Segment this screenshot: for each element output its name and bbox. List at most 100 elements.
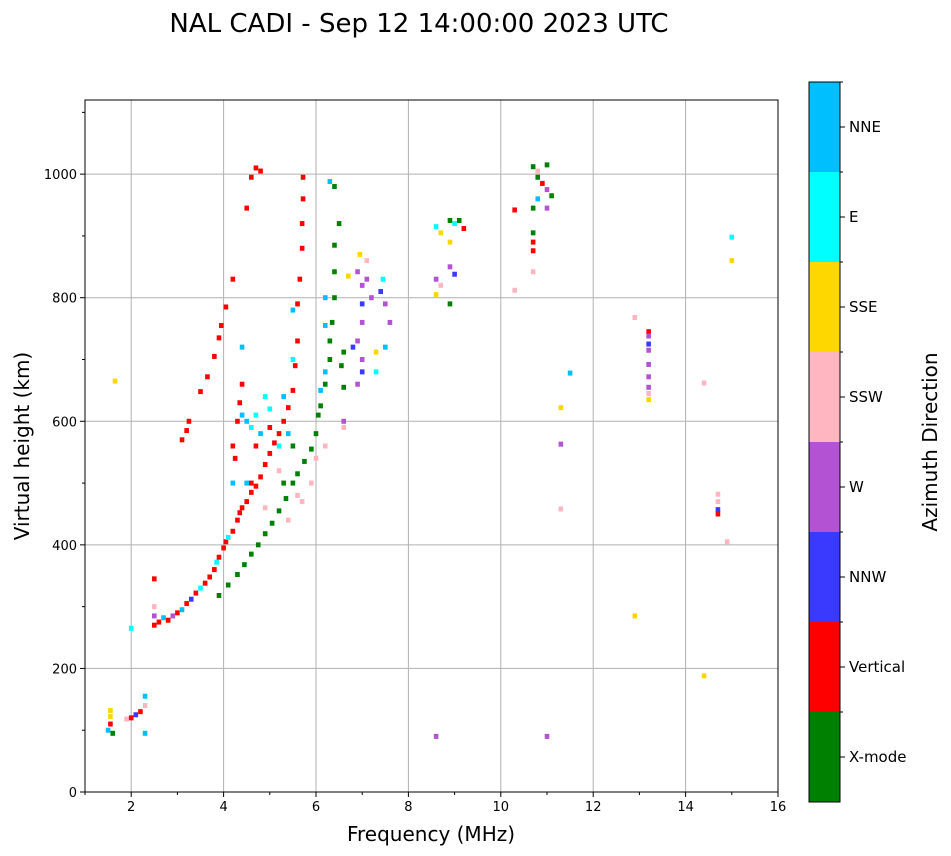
data-point-x-mode bbox=[322, 381, 328, 387]
data-point-vertical bbox=[512, 207, 517, 213]
data-point-vertical bbox=[290, 387, 296, 393]
data-point-x-mode bbox=[447, 217, 453, 223]
data-point-nne bbox=[281, 394, 286, 400]
data-point-vertical bbox=[292, 363, 298, 369]
data-point-x-mode bbox=[332, 242, 337, 248]
colorbar-segment bbox=[809, 262, 840, 352]
data-point-vertical bbox=[212, 353, 217, 359]
data-point-x-mode bbox=[290, 480, 296, 486]
data-point-ssw bbox=[124, 716, 129, 722]
data-point-x-mode bbox=[281, 480, 286, 486]
data-point-x-mode bbox=[313, 431, 319, 437]
data-point-vertical bbox=[223, 539, 229, 545]
data-point-nnw bbox=[715, 507, 721, 513]
data-point-ssw bbox=[142, 703, 148, 708]
data-point-vertical bbox=[128, 715, 134, 721]
data-point-x-mode bbox=[535, 174, 541, 180]
data-point-nne bbox=[244, 480, 249, 486]
data-point-x-mode bbox=[447, 301, 453, 307]
data-point-vertical bbox=[299, 245, 305, 251]
data-point-sse bbox=[558, 405, 564, 411]
colorbar-segment bbox=[809, 622, 840, 712]
data-point-vertical bbox=[249, 174, 254, 180]
data-point-nne bbox=[285, 431, 291, 437]
data-point-x-mode bbox=[262, 531, 268, 537]
data-point-sse bbox=[646, 397, 651, 403]
data-point-x-mode bbox=[290, 443, 296, 449]
data-point-nnw bbox=[188, 596, 194, 602]
data-point-vertical bbox=[299, 221, 305, 227]
colorbar-tick-label: E bbox=[849, 208, 858, 226]
data-point-sse bbox=[357, 251, 363, 257]
data-point-sse bbox=[346, 273, 351, 279]
x-tick-label: 14 bbox=[677, 800, 694, 815]
data-point-x-mode bbox=[327, 338, 333, 344]
data-point-w bbox=[558, 441, 564, 447]
data-point-x-mode bbox=[309, 446, 314, 452]
data-point-e bbox=[452, 221, 457, 227]
data-point-x-mode bbox=[530, 205, 536, 211]
colorbar-frame bbox=[808, 81, 841, 803]
x-tick-label: 12 bbox=[585, 800, 602, 815]
data-point-nne bbox=[105, 727, 111, 733]
data-point-nnw bbox=[359, 369, 365, 375]
y-tick-label: 800 bbox=[52, 292, 77, 307]
data-point-ssw bbox=[715, 491, 721, 497]
data-point-nne bbox=[142, 730, 148, 736]
data-point-vertical bbox=[272, 440, 277, 446]
data-point-w bbox=[359, 319, 365, 325]
data-point-nne bbox=[142, 693, 148, 699]
data-point-ssw bbox=[341, 424, 347, 430]
data-point-vertical bbox=[249, 489, 254, 495]
data-point-x-mode bbox=[255, 542, 261, 548]
data-point-e bbox=[373, 369, 379, 375]
data-point-nne bbox=[161, 615, 166, 621]
data-point-nnw bbox=[378, 289, 383, 295]
data-point-vertical bbox=[285, 405, 291, 411]
data-point-w bbox=[433, 733, 439, 739]
data-point-vertical bbox=[276, 431, 282, 437]
data-point-ssw bbox=[299, 499, 305, 505]
colorbar-segment bbox=[809, 352, 840, 442]
data-point-vertical bbox=[175, 610, 180, 616]
data-point-ssw bbox=[313, 455, 319, 461]
data-point-ssw bbox=[724, 539, 730, 545]
data-point-sse bbox=[373, 349, 379, 355]
data-point-vertical bbox=[237, 400, 243, 406]
colorbar-tick-label: X-mode bbox=[849, 748, 906, 766]
data-point-ssw bbox=[152, 604, 157, 610]
x-tick-label: 6 bbox=[312, 800, 320, 815]
data-point-x-mode bbox=[276, 508, 282, 514]
data-point-x-mode bbox=[216, 593, 222, 599]
data-point-x-mode bbox=[530, 164, 536, 170]
data-point-vertical bbox=[216, 554, 222, 560]
data-point-ssw bbox=[512, 287, 517, 293]
data-point-nne bbox=[258, 431, 263, 437]
data-point-ssw bbox=[535, 168, 541, 174]
data-point-nne bbox=[239, 412, 245, 418]
data-point-ssw bbox=[276, 468, 282, 474]
data-point-ssw bbox=[530, 269, 536, 275]
data-point-vertical bbox=[193, 590, 199, 596]
data-point-vertical bbox=[186, 418, 192, 424]
data-point-vertical bbox=[295, 301, 300, 307]
data-point-sse bbox=[447, 239, 453, 245]
data-point-vertical bbox=[179, 437, 185, 443]
data-point-e bbox=[729, 234, 735, 240]
data-point-e bbox=[128, 625, 134, 631]
colorbar-tick-label: W bbox=[849, 478, 864, 496]
y-tick-label: 0 bbox=[69, 786, 77, 801]
y-tick-label: 600 bbox=[52, 415, 77, 430]
colorbar-segment bbox=[809, 532, 840, 622]
data-point-vertical bbox=[715, 511, 721, 517]
data-point-e bbox=[214, 559, 219, 565]
colorbar-tick-label: NNW bbox=[849, 568, 886, 586]
data-point-vertical bbox=[244, 499, 249, 505]
data-point-sse bbox=[729, 258, 735, 264]
data-point-nne bbox=[322, 369, 328, 375]
data-point-e bbox=[380, 276, 386, 282]
data-point-ssw bbox=[438, 282, 444, 288]
data-point-w bbox=[646, 374, 651, 380]
data-point-w bbox=[355, 269, 360, 275]
